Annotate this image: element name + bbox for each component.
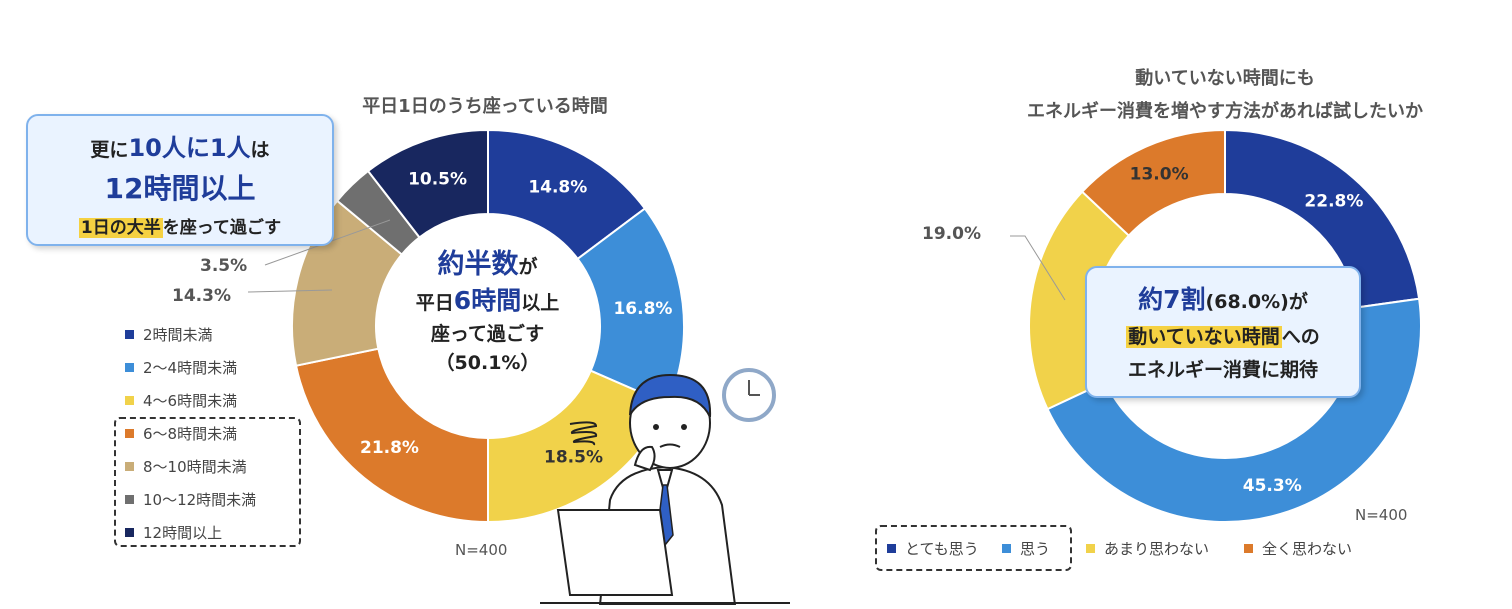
- legend-item-7: 12時間以上: [125, 522, 222, 543]
- donut-hole: [376, 214, 600, 438]
- legend-item-2: 2～4時間未満: [125, 357, 237, 378]
- legend-swatch: [887, 544, 896, 553]
- slice-2: [1046, 297, 1422, 523]
- right-n-label: N=400: [1355, 506, 1408, 524]
- legend-label: あまり思わない: [1104, 540, 1210, 558]
- right-callout: 約7割(68.0%)が 動いていない時間 への エネルギー消費に期待: [1085, 266, 1361, 398]
- legend-swatch: [125, 396, 134, 405]
- legend-label: 2時間未満: [143, 326, 213, 344]
- businessman-illustration: [540, 345, 790, 606]
- right-legend-highlight-box: [875, 525, 1072, 571]
- legend-label: 8～10時間未満: [143, 458, 247, 476]
- legend-label: 思う: [1020, 540, 1051, 558]
- slice-label-2: 45.3%: [1243, 476, 1302, 496]
- legend-label: とても思う: [905, 540, 979, 558]
- legend-swatch: [1244, 544, 1253, 553]
- left-center-text: 約半数が 平日6時間以上 座って過ごす （50.1%）: [415, 249, 560, 374]
- slice-label-2: 16.8%: [613, 299, 672, 319]
- legend-item-6: 10～12時間未満: [125, 489, 256, 510]
- right-legend-item-2: 思う: [1002, 538, 1050, 559]
- slice-label-1: 22.8%: [1304, 192, 1363, 212]
- legend-swatch: [1002, 544, 1011, 553]
- clock-icon: [720, 366, 778, 424]
- right-chart-title: 動いていない時間にも エネルギー消費を増やす方法があれば試したいか: [1027, 68, 1423, 122]
- right-legend-item-1: とても思う: [887, 538, 979, 559]
- slice-label-3: 18.5%: [544, 447, 603, 467]
- right-legend-item-4: 全く思わない: [1244, 538, 1352, 559]
- legend-swatch: [1086, 544, 1095, 553]
- legend-swatch: [125, 495, 134, 504]
- slice-label-7: 10.5%: [408, 169, 467, 189]
- leader-line-2: [247, 289, 333, 293]
- legend-swatch: [125, 363, 134, 372]
- label-3-5: 3.5%: [200, 256, 248, 276]
- slice-label-1: 14.8%: [528, 177, 587, 197]
- laptop-icon: [540, 509, 790, 604]
- legend-swatch: [125, 330, 134, 339]
- left-n-label: N=400: [455, 541, 508, 559]
- label-14-3: 14.3%: [172, 286, 231, 306]
- slice-label-4: 21.8%: [360, 438, 419, 458]
- stress-scribble-icon: [566, 418, 602, 448]
- legend-item-4: 6～8時間未満: [125, 423, 237, 444]
- legend-label: 12時間以上: [143, 524, 223, 542]
- left-chart-title: 平日1日のうち座っている時間: [362, 96, 608, 117]
- legend-label: 6～8時間未満: [143, 425, 238, 443]
- legend-item-3: 4～6時間未満: [125, 390, 237, 411]
- slice-1: [1224, 128, 1421, 309]
- leader-line-right: [1010, 235, 1066, 301]
- legend-label: 4～6時間未満: [143, 392, 238, 410]
- legend-item-5: 8～10時間未満: [125, 456, 247, 477]
- label-19-0: 19.0%: [922, 224, 981, 244]
- left-callout: 更に10人に1人は 12時間以上 1日の大半 を座って過ごす: [26, 114, 334, 246]
- legend-highlight-box: [114, 417, 301, 547]
- slice-4: [1080, 128, 1226, 237]
- legend-label: 全く思わない: [1262, 540, 1353, 558]
- legend-label: 2～4時間未満: [143, 359, 238, 377]
- legend-swatch: [125, 462, 134, 471]
- legend-label: 10～12時間未満: [143, 491, 257, 509]
- right-legend-item-3: あまり思わない: [1086, 538, 1209, 559]
- legend-swatch: [125, 429, 134, 438]
- slice-label-4: 13.0%: [1130, 165, 1189, 185]
- legend-item-1: 2時間未満: [125, 324, 213, 345]
- legend-swatch: [125, 528, 134, 537]
